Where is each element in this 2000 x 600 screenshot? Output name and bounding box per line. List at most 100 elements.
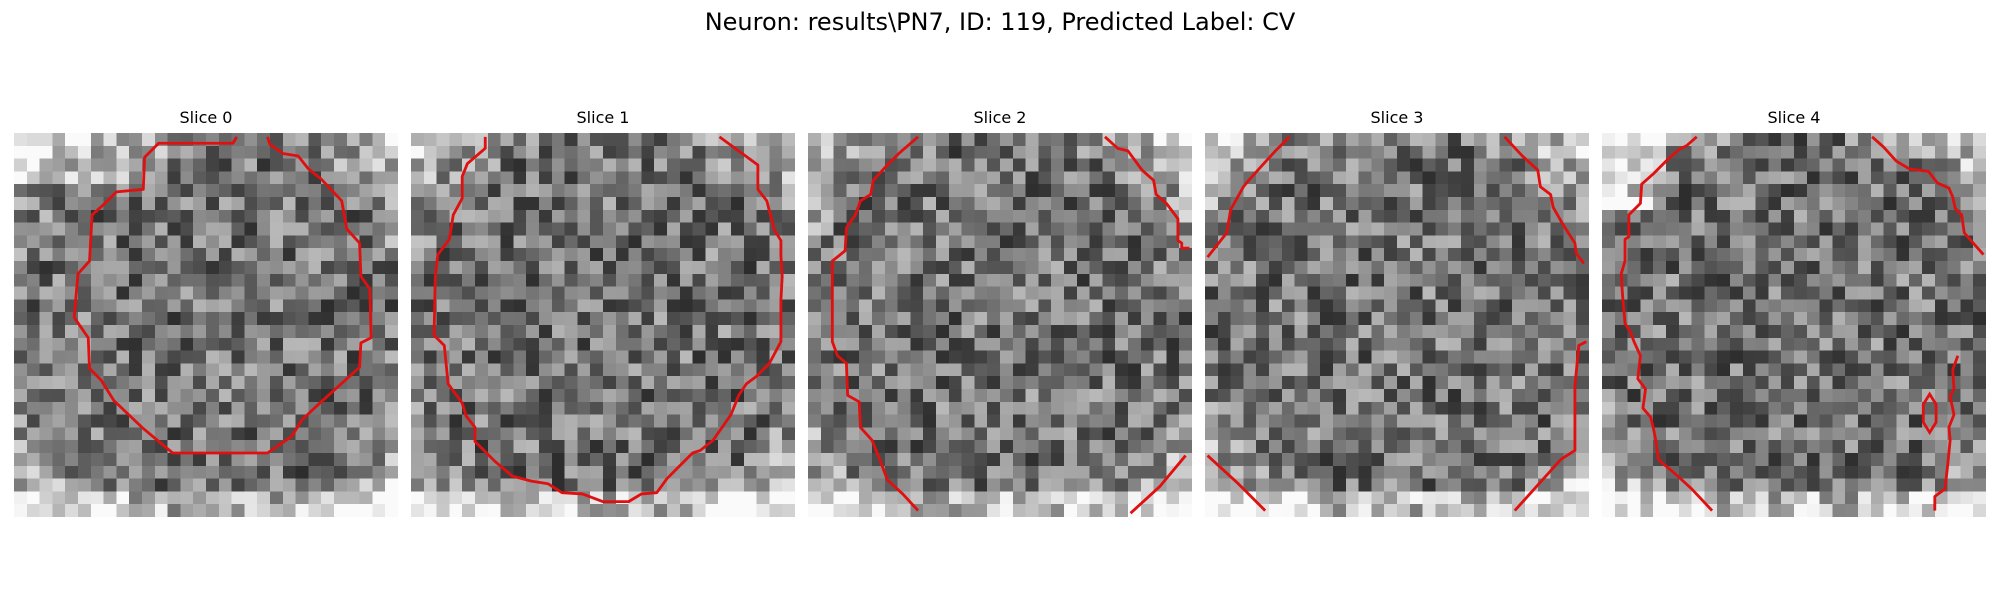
pixel bbox=[26, 312, 40, 326]
pixel bbox=[1934, 350, 1948, 364]
pixel bbox=[1537, 478, 1551, 492]
pixel bbox=[1102, 389, 1116, 403]
pixel bbox=[231, 312, 245, 326]
pixel bbox=[1422, 312, 1436, 326]
pixel bbox=[65, 478, 79, 492]
pixel bbox=[1563, 261, 1577, 275]
pixel bbox=[359, 350, 373, 364]
pixel bbox=[39, 453, 53, 467]
pixel bbox=[1269, 184, 1283, 198]
pixel bbox=[641, 337, 655, 351]
pixel bbox=[628, 299, 642, 313]
pixel bbox=[859, 171, 873, 185]
pixel bbox=[372, 235, 386, 249]
pixel bbox=[1128, 299, 1142, 313]
pixel bbox=[1205, 350, 1219, 364]
pixel bbox=[346, 389, 360, 403]
pixel bbox=[1012, 478, 1026, 492]
pixel bbox=[308, 491, 322, 505]
pixel bbox=[1806, 261, 1820, 275]
pixel bbox=[411, 453, 425, 467]
pixel bbox=[705, 363, 719, 377]
pixel bbox=[1307, 401, 1321, 415]
pixel bbox=[1384, 286, 1398, 300]
pixel bbox=[1627, 414, 1641, 428]
pixel bbox=[180, 465, 194, 479]
pixel bbox=[1704, 133, 1718, 147]
pixel bbox=[679, 261, 693, 275]
pixel bbox=[1640, 427, 1654, 441]
pixel bbox=[116, 440, 130, 454]
pixel bbox=[1140, 184, 1154, 198]
pixel bbox=[142, 197, 156, 211]
pixel bbox=[1653, 299, 1667, 313]
pixel bbox=[846, 504, 860, 517]
pixel bbox=[1064, 145, 1078, 159]
pixel bbox=[1883, 184, 1897, 198]
pixel bbox=[1281, 337, 1295, 351]
pixel bbox=[26, 389, 40, 403]
pixel bbox=[961, 465, 975, 479]
pixel bbox=[513, 299, 527, 313]
pixel bbox=[718, 209, 732, 223]
pixel bbox=[1269, 209, 1283, 223]
pixel bbox=[1691, 389, 1705, 403]
pixel bbox=[1973, 325, 1986, 339]
pixel bbox=[1794, 453, 1808, 467]
pixel bbox=[667, 325, 681, 339]
pixel bbox=[1627, 350, 1641, 364]
pixel bbox=[321, 145, 335, 159]
pixel bbox=[65, 440, 79, 454]
pixel bbox=[564, 209, 578, 223]
pixel bbox=[564, 133, 578, 147]
pixel bbox=[551, 273, 565, 287]
pixel bbox=[1038, 453, 1052, 467]
pixel bbox=[1499, 376, 1513, 390]
pixel bbox=[782, 299, 795, 313]
pixel bbox=[1038, 312, 1052, 326]
pixel bbox=[884, 184, 898, 198]
pixel bbox=[1038, 414, 1052, 428]
pixel bbox=[1294, 235, 1308, 249]
pixel bbox=[1179, 133, 1192, 147]
pixel bbox=[1640, 389, 1654, 403]
pixel bbox=[1102, 414, 1116, 428]
pixel bbox=[910, 184, 924, 198]
pixel bbox=[487, 222, 501, 236]
pixel bbox=[667, 363, 681, 377]
pixel bbox=[1934, 414, 1948, 428]
pixel bbox=[1845, 273, 1859, 287]
pixel bbox=[1281, 145, 1295, 159]
pixel bbox=[1217, 389, 1231, 403]
pixel bbox=[743, 197, 757, 211]
pixel bbox=[1653, 376, 1667, 390]
pixel bbox=[1704, 171, 1718, 185]
pixel bbox=[1794, 286, 1808, 300]
pixel bbox=[1819, 171, 1833, 185]
pixel bbox=[1358, 491, 1372, 505]
pixel bbox=[1256, 273, 1270, 287]
pixel bbox=[1166, 440, 1180, 454]
pixel bbox=[1858, 491, 1872, 505]
pixel bbox=[628, 465, 642, 479]
pixel bbox=[615, 350, 629, 364]
pixel bbox=[500, 478, 514, 492]
pixel bbox=[743, 401, 757, 415]
pixel bbox=[667, 312, 681, 326]
pixel bbox=[1819, 145, 1833, 159]
pixel bbox=[1742, 337, 1756, 351]
pixel bbox=[193, 504, 207, 517]
pixel bbox=[142, 453, 156, 467]
pixel bbox=[1281, 299, 1295, 313]
pixel bbox=[1320, 504, 1334, 517]
pixel bbox=[1934, 299, 1948, 313]
contour-line-2c bbox=[1129, 454, 1187, 515]
pixel bbox=[1409, 184, 1423, 198]
pixel bbox=[385, 299, 398, 313]
pixel bbox=[1576, 389, 1589, 403]
pixel bbox=[1563, 197, 1577, 211]
pixel bbox=[1947, 299, 1961, 313]
pixel bbox=[257, 273, 271, 287]
pixel bbox=[539, 299, 553, 313]
pixel bbox=[1038, 401, 1052, 415]
